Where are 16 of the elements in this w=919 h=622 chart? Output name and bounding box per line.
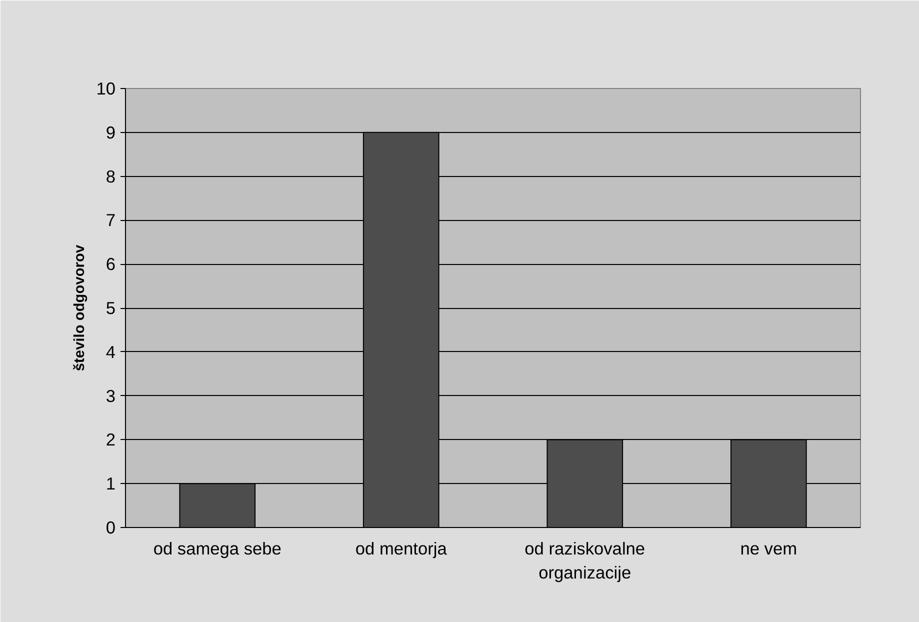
y-tick-label: 1 [106, 474, 116, 494]
y-tick-label: 5 [106, 298, 116, 318]
y-tick-label: 8 [106, 166, 116, 186]
y-tick-label: 9 [106, 122, 116, 142]
x-tick-label: od raziskovalne organizacije [524, 538, 646, 582]
x-tick-label: od mentorja [355, 538, 448, 558]
y-tick-label: 0 [106, 518, 116, 538]
y-tick-label: 3 [106, 386, 116, 406]
y-axis-title: število odgovorov [72, 244, 88, 372]
x-tick-label: ne vem [740, 538, 798, 558]
y-tick-label: 6 [106, 254, 116, 274]
y-tick-label: 4 [106, 342, 116, 362]
y-tick-label: 10 [96, 78, 116, 98]
y-tick-label: 2 [106, 430, 116, 450]
y-tick-label: 7 [106, 210, 116, 230]
x-tick-label: od samega sebe [153, 538, 282, 558]
